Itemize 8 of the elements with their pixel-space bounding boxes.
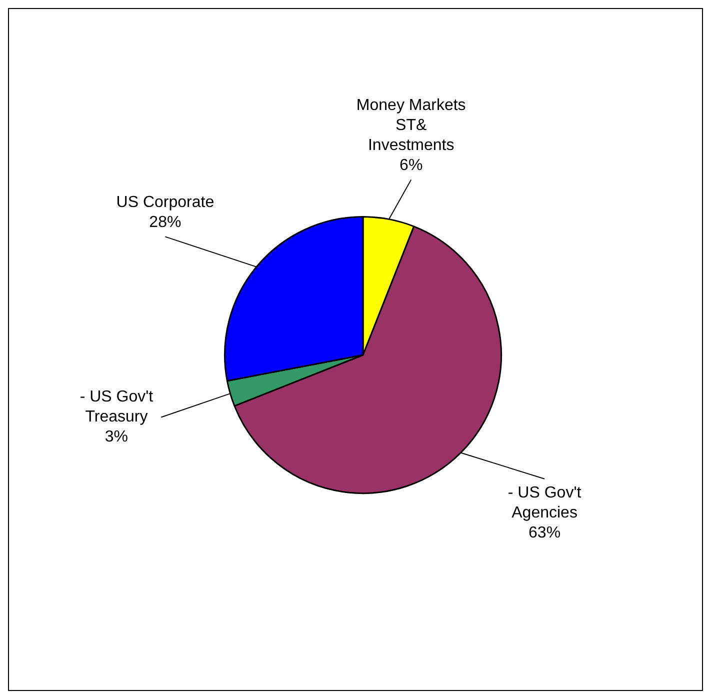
slice-label: Money Markets ST& Investments <box>356 97 466 154</box>
slice-label: - US Gov't Agencies <box>508 484 582 522</box>
data-label: 6% <box>400 157 423 174</box>
slice-label: US Corporate <box>116 194 214 212</box>
data-label: 3% <box>104 428 128 446</box>
slice-label: - US Gov't Treasury <box>80 388 154 426</box>
data-label: 63% <box>528 524 561 542</box>
data-label: 28% <box>149 214 182 232</box>
